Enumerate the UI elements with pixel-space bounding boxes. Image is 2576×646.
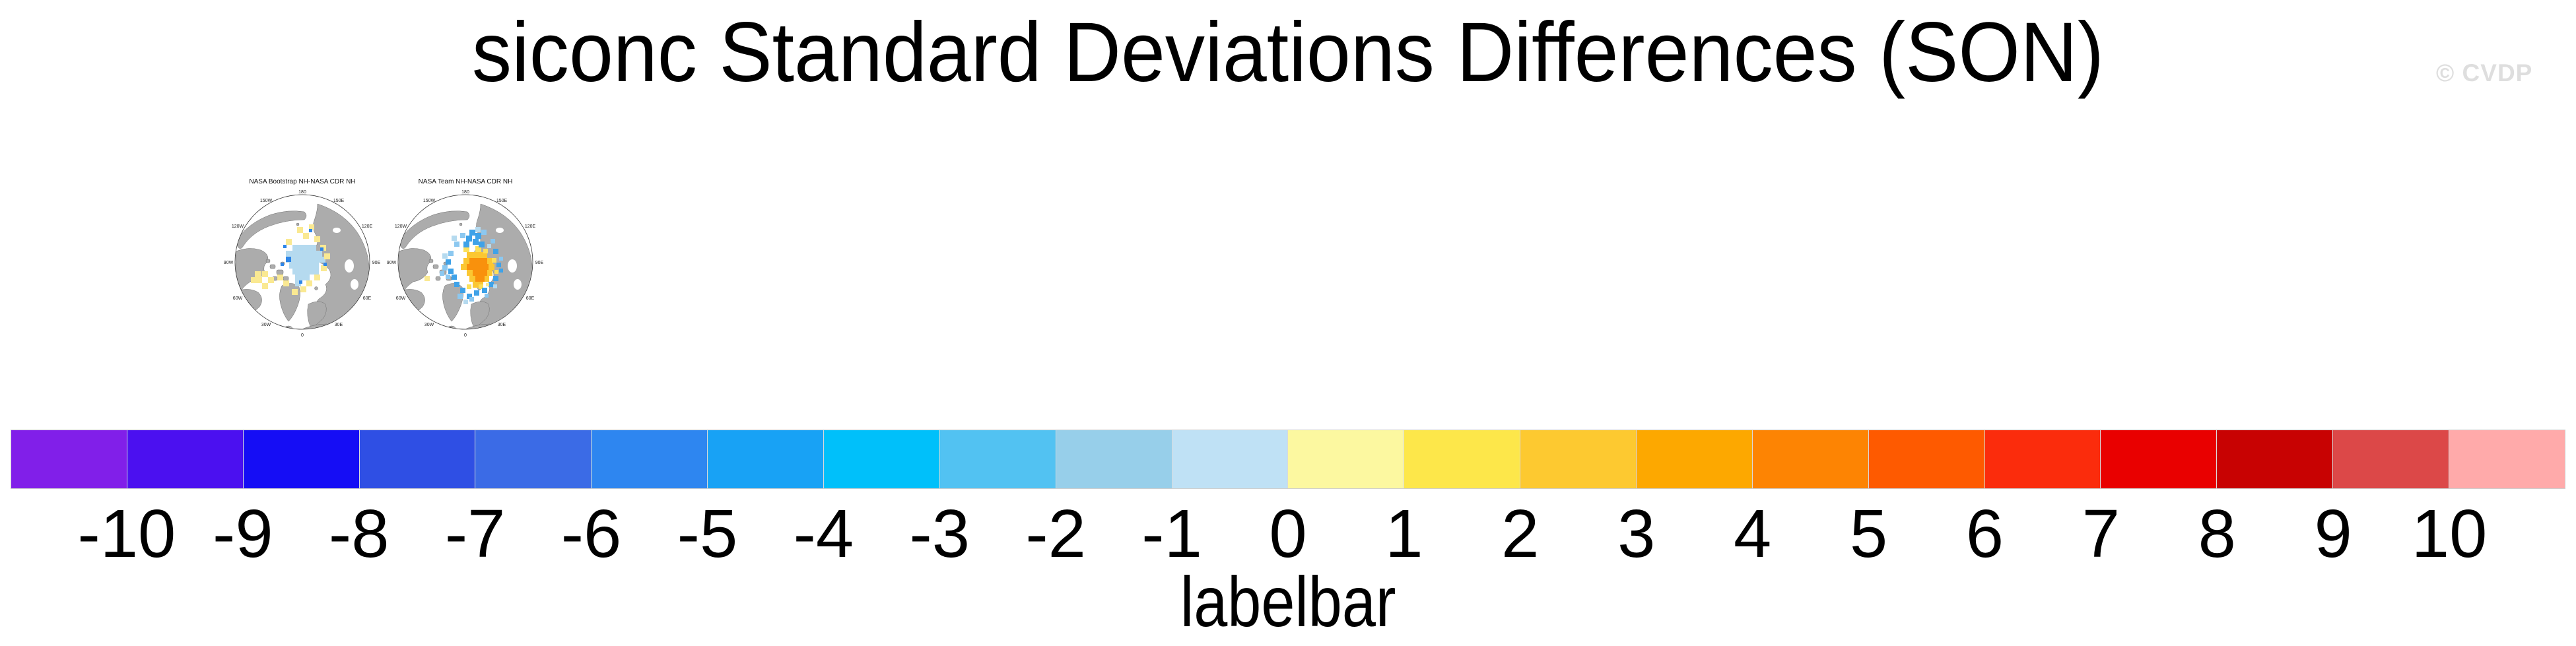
svg-text:120W: 120W — [232, 224, 244, 229]
colorbar-segment — [243, 430, 359, 488]
colorbar-tick-label: -5 — [677, 496, 738, 571]
colorbar-tick-label: 5 — [1849, 496, 1888, 571]
svg-text:120W: 120W — [395, 224, 407, 229]
map1-data-cells — [251, 224, 330, 295]
svg-text:30W: 30W — [424, 323, 434, 327]
svg-text:150E: 150E — [333, 199, 345, 203]
map1-longitude-labels: 180 150W 150E 120W 120E 90W 90E 60W 60E 30W 30E 0 — [224, 190, 381, 338]
svg-text:90E: 90E — [372, 261, 381, 265]
colorbar-tick-label: -9 — [213, 496, 273, 571]
colorbar-segment — [2333, 430, 2449, 488]
colorbar-segment — [359, 430, 475, 488]
colorbar-segment — [592, 430, 708, 488]
colorbar-tick-label: 8 — [2198, 496, 2236, 571]
svg-text:30E: 30E — [498, 323, 506, 327]
svg-text:60E: 60E — [363, 296, 372, 301]
colorbar-segment — [127, 430, 243, 488]
colorbar-segment — [1984, 430, 2101, 488]
svg-text:30W: 30W — [261, 323, 271, 327]
svg-text:150W: 150W — [260, 199, 273, 203]
colorbar-segment — [1868, 430, 1984, 488]
colorbar-segment — [1288, 430, 1404, 488]
map1-globe — [235, 195, 370, 329]
map2-title: NASA Team NH-NASA CDR NH — [418, 178, 513, 185]
map2-globe — [398, 195, 533, 329]
colorbar-tick-label: 0 — [1269, 496, 1307, 571]
colorbar-segment — [708, 430, 824, 488]
svg-text:60W: 60W — [396, 296, 406, 301]
map1-circle-outline — [234, 194, 370, 330]
colorbar-tick-label: -6 — [560, 496, 622, 571]
colorbar-tick-label: 9 — [2314, 496, 2352, 571]
map2-circle-outline — [397, 194, 533, 330]
colorbar-tick-label: -2 — [1025, 496, 1086, 571]
colorbar-segment — [475, 430, 592, 488]
colorbar-segment — [2217, 430, 2333, 488]
colorbar-tick-label: 2 — [1501, 496, 1540, 571]
colorbar-segment — [1752, 430, 1868, 488]
svg-text:0: 0 — [301, 333, 304, 338]
map1-title: NASA Bootstrap NH-NASA CDR NH — [249, 178, 356, 185]
colorbar-tick-label: -7 — [444, 496, 506, 571]
svg-text:60W: 60W — [233, 296, 243, 301]
colorbar-tick-label: 7 — [2082, 496, 2120, 571]
colorbar-tick-label: 10 — [2411, 496, 2488, 571]
colorbar-segment — [2101, 430, 2217, 488]
svg-text:180: 180 — [298, 190, 306, 195]
colorbar — [11, 430, 2565, 489]
svg-text:150E: 150E — [496, 199, 508, 203]
map2-data-cells — [424, 227, 503, 304]
colorbar-segment — [1404, 430, 1520, 488]
colorbar-segment — [939, 430, 1056, 488]
colorbar-segment — [2449, 430, 2565, 488]
colorbar-tick-label: 6 — [1965, 496, 2004, 571]
colorbar-caption: labelbar — [1180, 562, 1396, 641]
colorbar-segment — [11, 430, 127, 488]
svg-text:120E: 120E — [525, 224, 536, 229]
svg-text:90W: 90W — [224, 261, 234, 265]
colorbar-tick-label: -10 — [77, 496, 176, 571]
colorbar-tick-label: -4 — [793, 496, 854, 571]
svg-text:180: 180 — [461, 190, 469, 195]
colorbar-segment — [1637, 430, 1752, 488]
svg-text:120E: 120E — [362, 224, 373, 229]
colorbar-tick-label: 3 — [1617, 496, 1656, 571]
svg-text:90E: 90E — [535, 261, 544, 265]
svg-text:0: 0 — [464, 333, 467, 338]
colorbar-tick-label: 4 — [1733, 496, 1772, 571]
cvdp-watermark: © CVDP — [2436, 59, 2533, 86]
colorbar-segment — [824, 430, 939, 488]
colorbar-tick-label: -8 — [328, 496, 390, 571]
map-nasa-bootstrap-minus-cdr: 180 150W 150E 120W 120E 90W 90E 60W 60E 30W 30E 0 — [224, 190, 381, 338]
svg-text:150W: 150W — [423, 199, 436, 203]
page-title: siconc Standard Deviations Differences (… — [471, 5, 2105, 100]
svg-text:30E: 30E — [335, 323, 343, 327]
svg-text:60E: 60E — [526, 296, 535, 301]
map2-longitude-labels: 180 150W 150E 120W 120E 90W 90E 60W 60E 30W 30E 0 — [387, 190, 544, 338]
map-nasa-team-minus-cdr: 180 150W 150E 120W 120E 90W 90E 60W 60E 30W 30E 0 — [387, 190, 544, 338]
colorbar-tick-label: 1 — [1385, 496, 1423, 571]
colorbar-tick-label: -1 — [1141, 496, 1202, 571]
svg-text:90W: 90W — [387, 261, 397, 265]
colorbar-tick-label: -3 — [909, 496, 970, 571]
colorbar-segment — [1172, 430, 1288, 488]
colorbar-segment — [1056, 430, 1172, 488]
colorbar-segment — [1520, 430, 1637, 488]
